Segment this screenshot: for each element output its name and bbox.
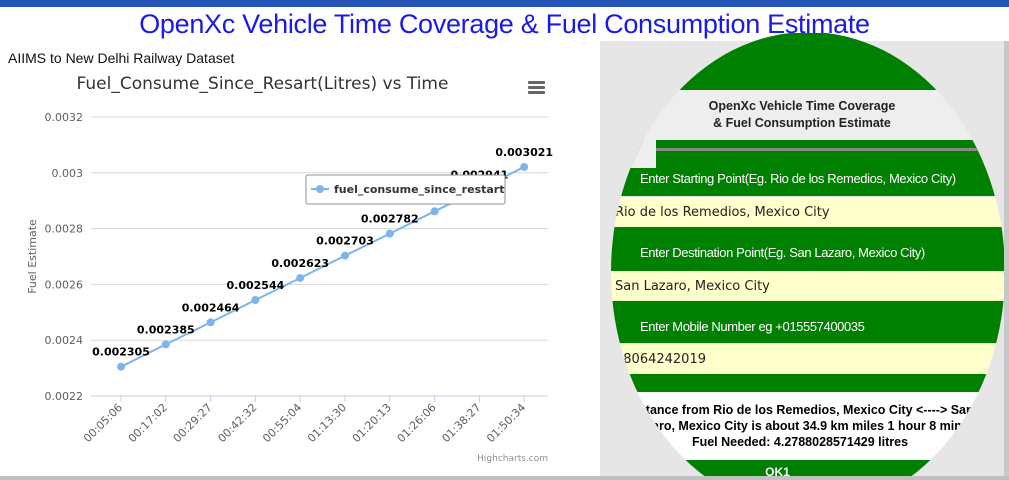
- data-label: 0.002623: [271, 257, 329, 270]
- legend-label: fuel_consume_since_restart: [334, 183, 504, 196]
- y-tick-label: 0.0028: [45, 223, 84, 236]
- y-tick-label: 0.0024: [45, 334, 84, 347]
- y-tick-label: 0.003: [52, 167, 84, 180]
- destination-input[interactable]: [611, 271, 1004, 301]
- dest-label-band: [611, 227, 1004, 271]
- panel-heading-line1: OpenXc Vehicle Time Coverage: [708, 99, 896, 113]
- fuel-chart: 0.0022 0.0024 0.0026 0.0028 0.003 0.0032 Fuel …: [26, 111, 553, 464]
- x-tick-label: 01:50:34: [484, 401, 528, 445]
- y-tick-label: 0.0032: [45, 111, 84, 124]
- data-point: [430, 207, 439, 216]
- panel-heading: OpenXc Vehicle Time Coverage & Fuel Cons…: [611, 90, 1004, 140]
- mobile-number-label: Enter Mobile Number eg +015557400035: [640, 319, 865, 334]
- dataset-label: AIIMS to New Delhi Railway Dataset: [8, 50, 235, 66]
- legend-box: [305, 174, 506, 205]
- ok-button[interactable]: OK1: [740, 463, 815, 480]
- x-tick-label: 01:38:27: [439, 401, 483, 445]
- result-line-1: Distance from Rio de los Remedios, Mexic…: [626, 403, 974, 417]
- start-point-input[interactable]: [611, 197, 1004, 227]
- data-label: 0.002782: [361, 213, 419, 226]
- chart-title: Fuel_Consume_Since_Resart(Litres) vs Tim…: [76, 74, 449, 94]
- mobile-number-input[interactable]: [611, 344, 1004, 374]
- page-title: OpenXc Vehicle Time Coverage & Fuel Cons…: [139, 9, 870, 39]
- ok-band: [611, 460, 1004, 480]
- data-label: 0.002703: [316, 235, 374, 248]
- result-line-2: Lazaro, Mexico City is about 34.9 km mil…: [631, 419, 969, 433]
- chart-container: [7, 67, 556, 466]
- x-tick-label: 00:17:02: [126, 401, 170, 445]
- data-point: [520, 162, 529, 171]
- x-tick-label: 01:26:06: [395, 401, 439, 445]
- data-point: [251, 296, 260, 305]
- data-label: 0.002385: [137, 323, 195, 336]
- destination-label: Enter Destination Point(Eg. San Lazaro, …: [640, 245, 925, 260]
- result-area: [611, 392, 1004, 460]
- data-point: [161, 340, 170, 349]
- y-axis-title: Fuel Estimate: [26, 219, 39, 294]
- x-tick-label: 00:29:27: [171, 401, 215, 445]
- chart-credits: Highcharts.com: [477, 454, 548, 464]
- data-point: [296, 273, 305, 282]
- data-label: 0.003021: [495, 146, 553, 159]
- mobile-bottom-band: [611, 374, 1004, 392]
- data-label: 0.002464: [182, 301, 240, 314]
- data-label: 0.002544: [227, 279, 285, 292]
- data-point: [117, 362, 125, 371]
- data-point: [341, 251, 349, 260]
- result-text: Distance from Rio de los Remedios, Mexic…: [611, 402, 990, 450]
- x-tick-label: 00:42:32: [215, 401, 259, 445]
- x-tick-label: 01:20:13: [350, 401, 394, 445]
- data-point: [385, 229, 394, 238]
- data-label: 0.002305: [92, 346, 150, 359]
- panel-heading-line2: & Fuel Consumption Estimate: [713, 116, 891, 130]
- x-tick-label: 01:13:30: [305, 401, 349, 445]
- right-pane-border: [1004, 41, 1009, 480]
- mobile-label-band: [611, 301, 1004, 343]
- start-point-label: Enter Starting Point(Eg. Rio de los Reme…: [640, 171, 956, 186]
- x-tick-label: 00:05:06: [81, 401, 125, 445]
- legend-marker: [316, 185, 324, 193]
- y-tick-label: 0.0022: [45, 390, 84, 403]
- bottom-strip: [0, 476, 1009, 480]
- chart-menu-icon[interactable]: [528, 81, 545, 95]
- data-point: [206, 318, 215, 327]
- panel-separator: [656, 148, 1004, 151]
- x-tick-label: 00:55:04: [260, 401, 304, 445]
- top-accent-bar: [0, 0, 1009, 7]
- y-tick-label: 0.0026: [45, 278, 84, 291]
- result-line-3: Fuel Needed: 4.2788028571429 litres: [691, 435, 909, 449]
